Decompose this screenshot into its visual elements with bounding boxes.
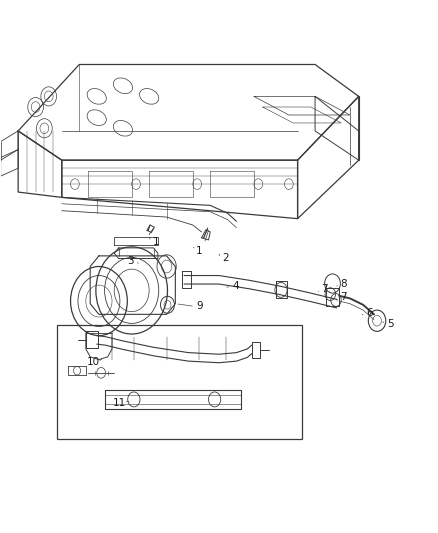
Text: 5: 5 <box>387 319 394 329</box>
Bar <box>57 325 302 439</box>
Text: 3: 3 <box>127 256 134 266</box>
Text: 6: 6 <box>366 308 373 318</box>
Text: 8: 8 <box>340 279 347 288</box>
Text: 7: 7 <box>340 292 347 302</box>
Text: 7: 7 <box>321 284 328 294</box>
Text: 10: 10 <box>87 357 100 367</box>
Text: 9: 9 <box>196 301 203 311</box>
Text: 11: 11 <box>113 398 126 408</box>
Text: 1: 1 <box>196 246 203 255</box>
Text: 4: 4 <box>232 281 239 291</box>
Text: 2: 2 <box>222 253 229 263</box>
Text: 1: 1 <box>152 237 159 247</box>
